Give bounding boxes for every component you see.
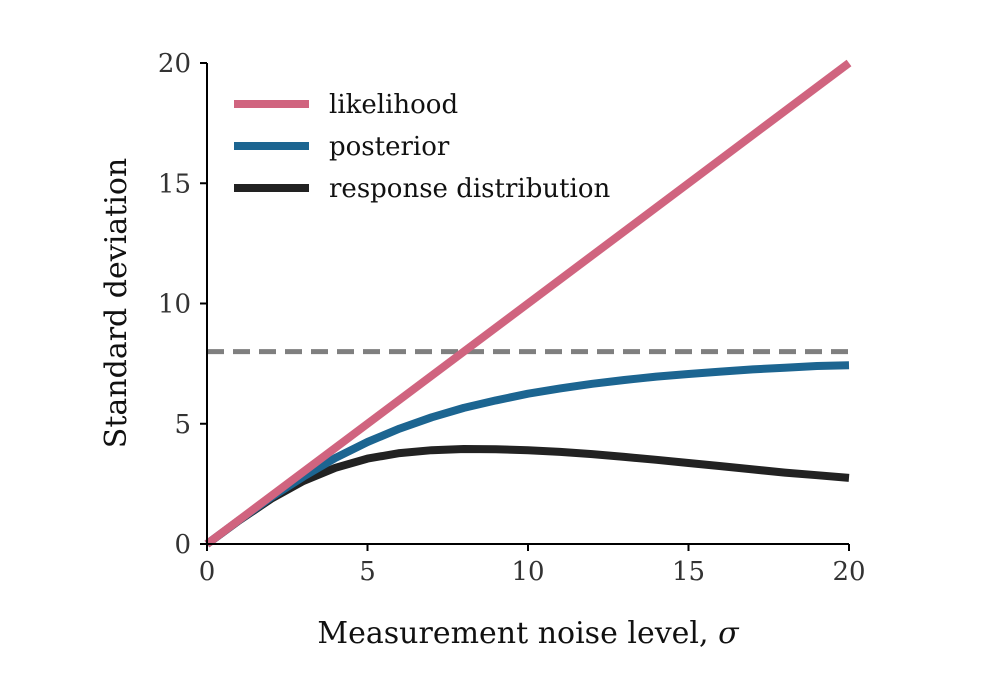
series-line-posterior [204,361,850,548]
x-tick-label: 20 [832,557,865,587]
x-tick-label: 5 [359,557,376,587]
series-line-response-distribution [204,445,850,548]
legend-label-response-distribution: response distribution [329,174,610,204]
y-tick-label: 20 [158,49,191,79]
series-line-likelihood [204,59,852,548]
x-tick-label: 10 [511,557,544,587]
legend-label-likelihood: likelihood [329,90,458,120]
x-axis-title-symbol: σ [718,616,740,651]
axes-layer: 0 5 10 15 20 0 5 10 15 20 [158,49,866,587]
x-axis-title: Measurement noise level, σ [317,616,740,651]
legend: likelihood posterior response distribution [234,90,610,204]
legend-label-posterior: posterior [329,132,450,162]
y-tick-label: 10 [158,290,191,320]
series-layer [204,59,852,548]
x-axis-title-text: Measurement noise level, [317,616,718,651]
x-tick-label: 15 [672,557,705,587]
x-tick-label: 0 [199,557,216,587]
y-tick-label: 15 [158,169,191,199]
y-tick-label: 5 [174,410,191,440]
y-axis-title: Standard deviation [99,158,134,448]
y-tick-label: 0 [174,530,191,560]
